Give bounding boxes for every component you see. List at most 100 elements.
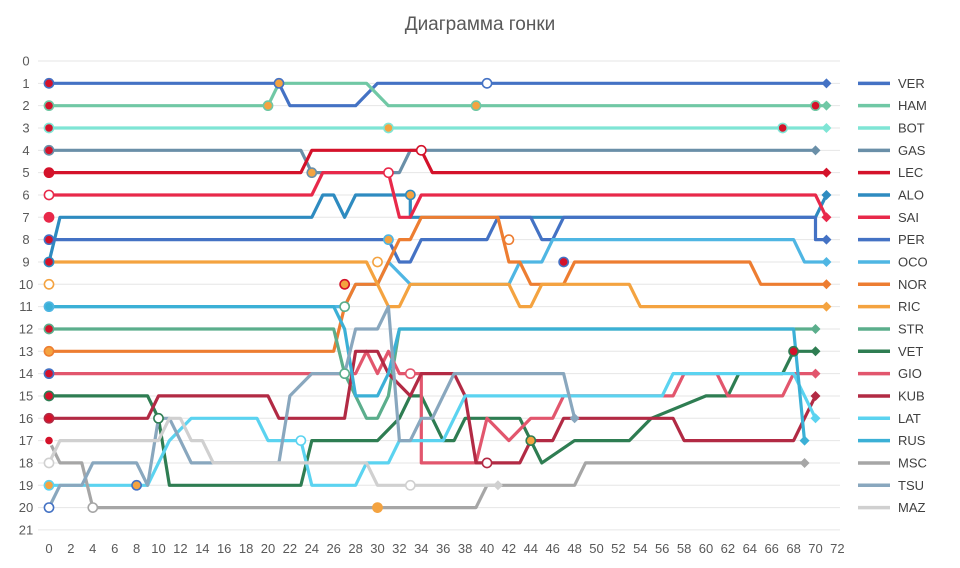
series-line-gio bbox=[47, 349, 818, 465]
legend-item-sai: SAI bbox=[858, 210, 919, 225]
legend-item-gio: GIO bbox=[858, 366, 922, 381]
series-line-maz bbox=[47, 416, 500, 487]
event-marker bbox=[339, 368, 351, 380]
legend-item-ric: RIC bbox=[858, 299, 920, 314]
y-tick-label: 13 bbox=[19, 344, 33, 359]
event-marker bbox=[43, 122, 55, 134]
x-tick-label: 56 bbox=[655, 541, 669, 556]
event-marker bbox=[43, 502, 55, 513]
legend-label: VER bbox=[898, 76, 925, 91]
series-line-msc bbox=[47, 439, 807, 510]
legend-label: NOR bbox=[898, 277, 927, 292]
legend-item-alo: ALO bbox=[858, 187, 924, 202]
legend-label: BOT bbox=[898, 120, 925, 135]
event-marker bbox=[43, 479, 55, 491]
series-end-ric bbox=[821, 301, 832, 312]
event-marker bbox=[404, 189, 416, 201]
x-tick-label: 4 bbox=[89, 541, 96, 556]
series-line-tsu bbox=[47, 305, 577, 510]
series-line-vet bbox=[47, 349, 818, 487]
x-tick-label: 36 bbox=[436, 541, 450, 556]
x-tick-label: 48 bbox=[567, 541, 581, 556]
series-end-bot bbox=[821, 122, 832, 133]
legend-label: PER bbox=[898, 232, 925, 247]
x-tick-label: 42 bbox=[502, 541, 516, 556]
x-tick-label: 60 bbox=[699, 541, 713, 556]
event-marker bbox=[788, 345, 799, 357]
x-tick-label: 12 bbox=[173, 541, 187, 556]
x-tick-label: 64 bbox=[743, 541, 757, 556]
event-marker bbox=[43, 144, 55, 156]
legend-label: RUS bbox=[898, 433, 926, 448]
legend-item-ver: VER bbox=[858, 76, 925, 91]
event-marker bbox=[153, 412, 164, 424]
legend-item-lec: LEC bbox=[858, 165, 923, 180]
series-line-sai bbox=[47, 171, 829, 219]
event-marker bbox=[777, 122, 789, 134]
event-marker bbox=[372, 502, 383, 513]
event-marker bbox=[295, 435, 307, 447]
event-marker bbox=[339, 278, 351, 290]
x-tick-label: 58 bbox=[677, 541, 691, 556]
series-end-lat bbox=[810, 413, 821, 424]
y-tick-label: 9 bbox=[22, 254, 29, 269]
x-tick-label: 70 bbox=[808, 541, 822, 556]
legend-label: LAT bbox=[898, 411, 921, 426]
legend-label: OCO bbox=[898, 254, 928, 269]
event-marker bbox=[43, 278, 55, 290]
event-marker bbox=[43, 345, 55, 357]
x-tick-label: 32 bbox=[392, 541, 406, 556]
y-tick-label: 19 bbox=[19, 478, 33, 493]
x-tick-label: 72 bbox=[830, 541, 844, 556]
legend-item-rus: RUS bbox=[858, 433, 926, 448]
event-marker bbox=[558, 256, 570, 268]
y-tick-label: 1 bbox=[22, 76, 29, 91]
series-end-per bbox=[821, 234, 832, 245]
series-end-maz bbox=[492, 480, 503, 491]
x-tick-label: 52 bbox=[611, 541, 625, 556]
series-line-ham bbox=[47, 81, 829, 108]
series-layer bbox=[47, 78, 832, 510]
series-line-kub bbox=[47, 349, 818, 465]
x-tick-label: 40 bbox=[480, 541, 494, 556]
series-line-nor bbox=[47, 215, 829, 353]
x-tick-label: 30 bbox=[370, 541, 384, 556]
series-line-lat bbox=[47, 372, 818, 487]
event-marker bbox=[273, 77, 285, 89]
event-marker bbox=[43, 301, 55, 313]
legend-label: LEC bbox=[898, 165, 923, 180]
series-line-ver bbox=[47, 81, 829, 108]
x-tick-label: 66 bbox=[764, 541, 778, 556]
event-marker bbox=[415, 144, 427, 156]
legend-label: RIC bbox=[898, 299, 920, 314]
y-tick-label: 10 bbox=[19, 277, 33, 292]
x-tick-label: 68 bbox=[786, 541, 800, 556]
marker-layer bbox=[43, 77, 821, 513]
x-tick-label: 38 bbox=[458, 541, 472, 556]
series-end-str bbox=[810, 323, 821, 334]
x-tick-label: 2 bbox=[67, 541, 74, 556]
legend-label: GIO bbox=[898, 366, 922, 381]
legend: VER HAM BOT GAS LEC ALO SAI PER OCO NOR RIC STR VET G… bbox=[858, 76, 928, 515]
x-tick-label: 0 bbox=[45, 541, 52, 556]
y-tick-label: 3 bbox=[22, 120, 29, 135]
y-tick-label: 6 bbox=[22, 187, 29, 202]
legend-item-str: STR bbox=[858, 321, 924, 336]
legend-item-oco: OCO bbox=[858, 254, 928, 269]
x-tick-label: 18 bbox=[239, 541, 253, 556]
y-tick-label: 5 bbox=[22, 165, 29, 180]
y-tick-label: 14 bbox=[19, 366, 33, 381]
x-tick-label: 16 bbox=[217, 541, 231, 556]
event-marker bbox=[43, 211, 55, 223]
event-marker bbox=[503, 234, 515, 246]
series-end-gio bbox=[810, 368, 821, 379]
y-tick-label: 20 bbox=[19, 500, 33, 515]
series-line-oco bbox=[47, 238, 829, 309]
series-line-alo bbox=[47, 193, 829, 264]
series-end-kub bbox=[810, 390, 821, 401]
event-marker bbox=[43, 412, 55, 424]
event-marker bbox=[43, 234, 55, 246]
y-tick-label: 4 bbox=[22, 143, 29, 158]
x-tick-label: 10 bbox=[151, 541, 165, 556]
event-marker bbox=[131, 479, 142, 491]
